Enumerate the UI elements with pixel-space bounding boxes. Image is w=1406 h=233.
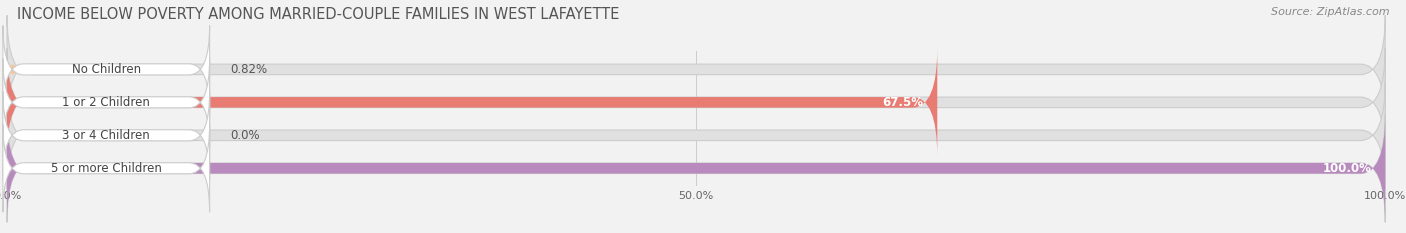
FancyBboxPatch shape [7,48,1385,156]
Text: 1 or 2 Children: 1 or 2 Children [62,96,150,109]
Text: 3 or 4 Children: 3 or 4 Children [62,129,150,142]
FancyBboxPatch shape [7,48,938,156]
FancyBboxPatch shape [7,15,1385,123]
FancyBboxPatch shape [3,58,209,146]
FancyBboxPatch shape [7,58,18,81]
Text: 67.5%: 67.5% [883,96,924,109]
Text: 0.0%: 0.0% [231,129,260,142]
Text: 5 or more Children: 5 or more Children [51,162,162,175]
FancyBboxPatch shape [7,81,1385,189]
Text: No Children: No Children [72,63,141,76]
FancyBboxPatch shape [3,25,209,113]
FancyBboxPatch shape [3,124,209,212]
FancyBboxPatch shape [3,91,209,179]
Text: INCOME BELOW POVERTY AMONG MARRIED-COUPLE FAMILIES IN WEST LAFAYETTE: INCOME BELOW POVERTY AMONG MARRIED-COUPL… [17,7,619,22]
Text: Source: ZipAtlas.com: Source: ZipAtlas.com [1271,7,1389,17]
FancyBboxPatch shape [7,114,1385,222]
Text: 0.82%: 0.82% [231,63,267,76]
FancyBboxPatch shape [7,114,1385,222]
Text: 100.0%: 100.0% [1323,162,1371,175]
